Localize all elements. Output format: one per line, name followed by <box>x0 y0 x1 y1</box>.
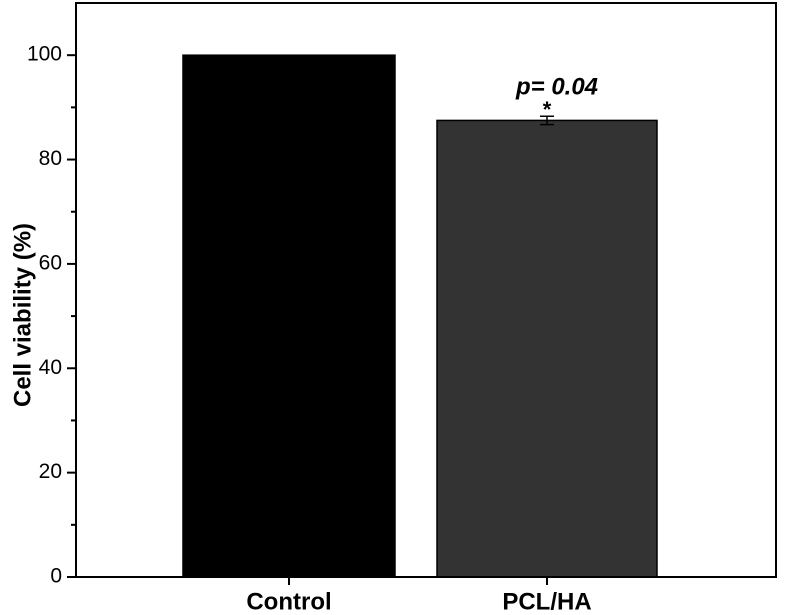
bar <box>436 119 658 578</box>
annotation: p= 0.04 <box>515 73 598 100</box>
x-tick-label: Control <box>246 588 331 615</box>
y-tick-label: 40 <box>39 356 62 379</box>
y-tick-label: 80 <box>39 147 62 170</box>
y-tick-label: 100 <box>27 43 62 66</box>
error-bar <box>540 115 554 126</box>
y-tick-label: 60 <box>39 251 62 274</box>
x-tick-label: PCL/HA <box>502 588 591 615</box>
y-tick-label: 20 <box>39 460 62 483</box>
plot-frame <box>75 2 777 578</box>
significance-star: * <box>543 97 552 122</box>
y-tick-label: 0 <box>50 565 62 588</box>
y-axis-title: Cell viability (%) <box>9 223 36 407</box>
bar <box>182 54 396 578</box>
